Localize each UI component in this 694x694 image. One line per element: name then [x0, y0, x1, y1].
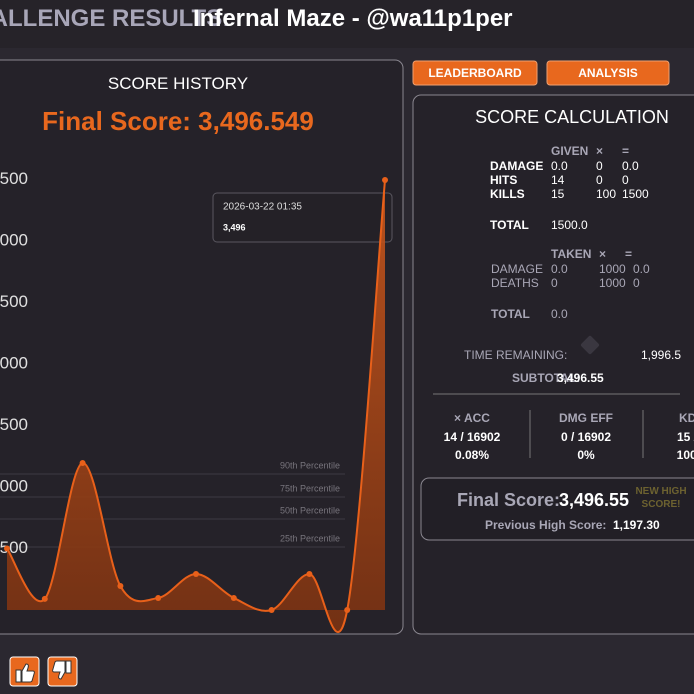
button-label[interactable]: LEADERBOARD — [428, 66, 522, 80]
stat-label: KDR — [679, 411, 694, 425]
header-bar — [0, 0, 694, 48]
cell: 0.0 — [551, 307, 568, 321]
cell: 0 — [596, 173, 603, 187]
cell: 0.0 — [622, 159, 639, 173]
icon — [580, 335, 600, 355]
y-tick-label: 3,000 — [0, 230, 28, 249]
header-prefix: CHALLENGE RESULTS: — [0, 5, 231, 32]
final-value: 3,496.55 — [559, 490, 630, 510]
cell: 0 — [551, 276, 558, 290]
point — [306, 570, 313, 577]
col-header: GIVEN — [551, 144, 589, 158]
point — [41, 595, 48, 602]
row-label: TOTAL — [490, 218, 529, 232]
point — [79, 460, 86, 467]
point — [268, 607, 275, 613]
cell: 1500 — [622, 187, 649, 201]
row-label: DAMAGE — [491, 262, 544, 276]
stat-percent: 100% — [676, 448, 694, 462]
new-high-badge: NEW HIGH SCORE! — [635, 486, 687, 510]
row-label: TIME REMAINING: — [464, 348, 568, 362]
y-tick-label: 1,500 — [0, 415, 28, 434]
point — [382, 176, 388, 183]
final-label: Final Score: — [457, 490, 561, 510]
col-header: = — [625, 247, 633, 261]
point — [230, 594, 237, 601]
col-header: × — [599, 247, 607, 261]
analysis-button[interactable] — [546, 60, 670, 86]
cell: 1500.0 — [551, 218, 588, 232]
point — [4, 545, 10, 552]
cell: 0.0 — [633, 262, 650, 276]
point — [344, 607, 351, 613]
calc-title: SCORE CALCULATION — [475, 107, 669, 127]
tooltip-value: 3,496 — [223, 222, 246, 232]
cell: 14 — [551, 173, 565, 187]
row-label: TOTAL — [491, 307, 530, 321]
button-label[interactable]: ANALYSIS — [578, 66, 638, 80]
stat-label: × ACC — [454, 411, 490, 425]
chart-title: SCORE HISTORY — [107, 74, 249, 93]
percentile-label: 50th Percentile — [280, 505, 340, 515]
y-tick-label: 2,000 — [0, 353, 28, 372]
stat-percent: 0.08% — [454, 448, 490, 462]
tooltip — [212, 192, 393, 243]
previous-value: 1,197.30 — [613, 518, 660, 532]
cell: 0 — [596, 159, 603, 173]
row-label: KILLS — [490, 187, 525, 201]
thumbs-down-icon — [52, 660, 72, 680]
stat-percent: 0% — [577, 448, 595, 462]
percentile-label: 90th Percentile — [280, 460, 340, 470]
row-label: HITS — [490, 173, 518, 187]
col-header: TAKEN — [551, 247, 592, 261]
cell: 0.0 — [551, 262, 568, 276]
cell: 0 — [622, 173, 629, 187]
cell: 15 — [551, 187, 565, 201]
stat-ratio: 14 / 16902 — [443, 430, 501, 444]
previous-label: Previous High Score: — [485, 518, 607, 532]
point — [193, 570, 199, 577]
y-tick-label: 3,500 — [0, 169, 28, 188]
y-tick-label: 2,500 — [0, 292, 28, 311]
cell: 100 — [596, 187, 617, 201]
row-label: SUBTOTAL: — [512, 371, 581, 385]
percentile-label: 75th Percentile — [280, 483, 340, 493]
chart-subtitle: Final Score: 3,496.549 — [42, 106, 314, 136]
leaderboard-button[interactable] — [412, 60, 538, 86]
y-tick-label: 1,000 — [0, 476, 28, 495]
stat-label: DMG EFF — [559, 411, 613, 425]
point — [117, 583, 124, 590]
thumbs-up-icon — [15, 663, 35, 683]
row-label: DAMAGE — [490, 159, 544, 173]
cell: 3,496.55 — [557, 371, 604, 385]
point — [155, 594, 162, 601]
cell: 0.0 — [551, 159, 568, 173]
header-title: Infernal Maze - @wa11p1per — [193, 5, 513, 32]
col-header: × — [596, 144, 604, 158]
row-label: DEATHS — [491, 276, 539, 290]
cell: 1000 — [599, 262, 626, 276]
percentile-label: 25th Percentile — [280, 533, 340, 543]
final-box — [420, 477, 694, 541]
stat-ratio: 15 / 0 — [676, 430, 694, 444]
cell: 1000 — [599, 276, 626, 290]
line — [6, 179, 386, 633]
col-header: = — [622, 144, 630, 158]
stat-ratio: 0 / 16902 — [560, 430, 612, 444]
cell: 0 — [633, 276, 640, 290]
cell: 1,996.5 — [641, 348, 682, 362]
tooltip-date: 2026-03-22 01:35 — [223, 202, 302, 213]
